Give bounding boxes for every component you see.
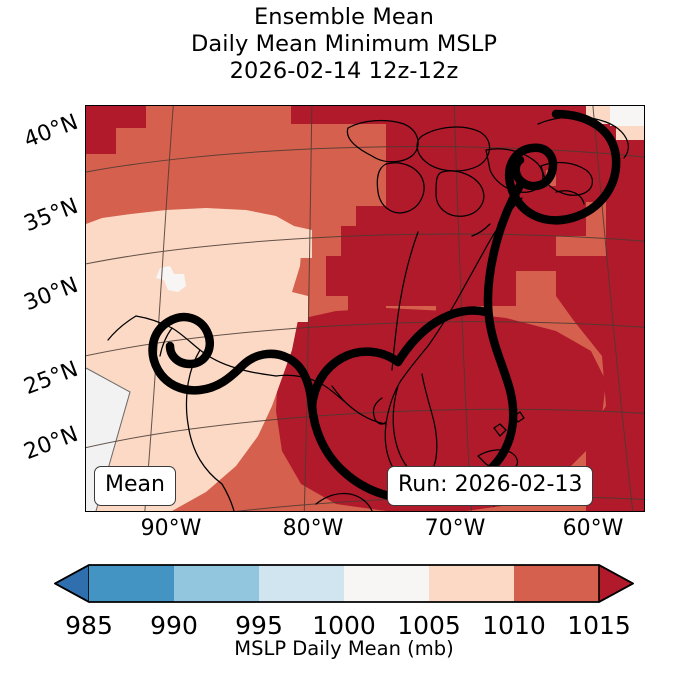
coastline-overlay — [107, 116, 629, 511]
colorbar-swatches — [54, 564, 634, 603]
colorbar-band-990-995 — [174, 565, 259, 602]
lat-tick-25N: 25°N — [20, 356, 82, 401]
colorbar-band-1005-1010 — [429, 565, 514, 602]
field-patch-northeast — [586, 106, 644, 140]
colorbar-tick-990: 990 — [150, 611, 198, 640]
colorbar-extend-min — [54, 564, 90, 603]
field-band-1000-1005 — [156, 266, 186, 292]
lat-tick-30N: 30°N — [20, 272, 82, 317]
run-date-annotation-box: Run: 2026-02-13 — [387, 466, 594, 506]
colorbar-band-985-990 — [89, 565, 174, 602]
graticule-lines — [86, 106, 644, 511]
field-band-over-1015 — [86, 106, 644, 511]
colorbar-extend-max — [598, 564, 634, 603]
mslp-map-figure: 40°N 35°N 30°N 25°N 20°N 90°W 80°W 70°W … — [21, 105, 645, 541]
lon-tick-80W: 80°W — [282, 516, 344, 541]
colorbar-tick-1005: 1005 — [397, 611, 461, 640]
contour-1015-bold — [148, 109, 621, 504]
map-canvas — [86, 106, 644, 511]
lat-tick-40N: 40°N — [20, 109, 82, 154]
chart-title: Ensemble Mean Daily Mean Minimum MSLP 20… — [0, 4, 688, 85]
colorbar-tick-995: 995 — [235, 611, 283, 640]
colorbar-band-1000-1005 — [344, 565, 429, 602]
title-line-2: Daily Mean Minimum MSLP — [190, 31, 498, 57]
colorbar[interactable]: 985 990 995 1000 1005 1010 1015 — [51, 564, 637, 640]
colorbar-tick-1000: 1000 — [312, 611, 376, 640]
colorbar-tick-1015: 1015 — [567, 611, 631, 640]
colorbar-tick-985: 985 — [65, 611, 113, 640]
colorbar-block: 985 990 995 1000 1005 1010 1015 MSLP Dai… — [0, 556, 688, 674]
lon-tick-90W: 90°W — [140, 516, 202, 541]
lat-tick-35N: 35°N — [20, 193, 82, 238]
lat-tick-20N: 20°N — [20, 421, 82, 466]
title-line-3: 2026-02-14 12z-12z — [229, 58, 459, 84]
map-plot-area — [85, 105, 645, 512]
title-line-1: Ensemble Mean — [253, 4, 435, 30]
colorbar-band-1010-1015 — [514, 565, 599, 602]
colorbar-tick-1010: 1010 — [482, 611, 546, 640]
colorbar-band-995-1000 — [259, 565, 344, 602]
lon-tick-60W: 60°W — [562, 516, 624, 541]
colorbar-axis-label: MSLP Daily Mean (mb) — [234, 637, 454, 660]
lon-tick-70W: 70°W — [424, 516, 486, 541]
colorbar-outline — [54, 564, 634, 603]
mean-annotation-box: Mean — [94, 466, 176, 506]
